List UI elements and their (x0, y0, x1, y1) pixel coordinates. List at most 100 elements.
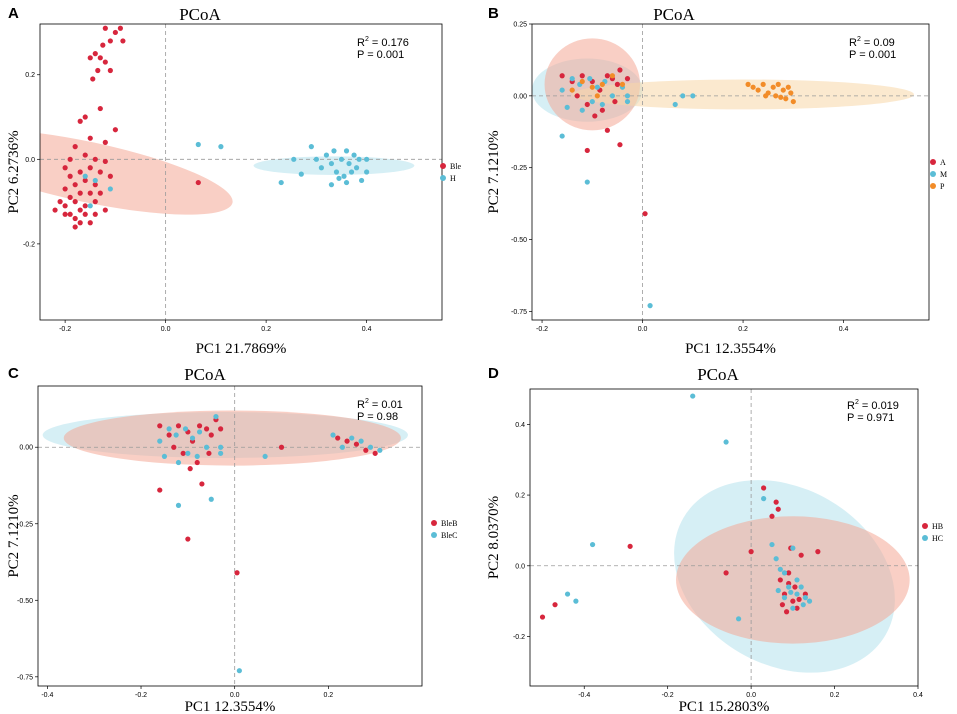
x-axis-label: PC1 15.2803% (679, 699, 770, 714)
point-a (584, 147, 590, 154)
point-ble (77, 220, 83, 226)
x-tick-label: 0.0 (230, 692, 240, 699)
point-blec (157, 438, 163, 444)
point-h (328, 182, 335, 188)
y-tick-label: 0.2 (515, 493, 525, 500)
point-h (323, 152, 330, 158)
point-hc (589, 541, 596, 548)
y-tick-label: -0.75 (511, 309, 527, 316)
point-bleb (353, 441, 360, 447)
panel-d: D PCoA -0.4 -0.2 0.0 0.2 0.4 0.4 0.2 0.0 -0.2 PC1 1… (486, 365, 943, 714)
point-hb (786, 570, 792, 576)
point-ble (120, 38, 126, 44)
point-hb (723, 570, 729, 576)
point-ble (67, 194, 73, 200)
point-blec (330, 432, 336, 438)
point-m (680, 93, 686, 99)
legend-marker-bleb (431, 520, 437, 526)
y-tick-label: -0.2 (513, 634, 525, 641)
y-tick-label: 0.2 (25, 72, 35, 79)
point-ble (102, 139, 108, 145)
point-hc (788, 589, 794, 595)
point-h (353, 165, 360, 171)
point-a (614, 81, 621, 87)
point-p (599, 81, 605, 87)
point-hb (792, 584, 798, 590)
point-hc (802, 595, 808, 601)
point-blec (339, 444, 345, 450)
point-blec (175, 459, 182, 466)
point-h (218, 144, 224, 150)
x-axis-label: PC1 12.3554% (185, 699, 276, 714)
point-ble (112, 127, 118, 133)
legend-label: M (940, 170, 947, 179)
point-ble (97, 55, 103, 61)
y-tick-label: 0.00 (19, 445, 33, 452)
point-h (291, 156, 297, 162)
point-bleb (187, 466, 193, 472)
point-hc (769, 541, 775, 548)
point-a (584, 101, 590, 108)
plot-frame (39, 23, 443, 321)
point-a (604, 127, 610, 133)
point-bleb (218, 426, 224, 432)
point-p (745, 81, 751, 87)
point-h (346, 160, 352, 167)
point-hc (794, 591, 800, 597)
x-tick-label: 0.4 (362, 326, 372, 333)
x-tick-label: -0.2 (59, 326, 71, 333)
point-m (569, 76, 575, 82)
p-value-annotation: P = 0.001 (357, 49, 404, 61)
point-ble (117, 25, 123, 31)
confidence-ellipse-hb (676, 516, 910, 644)
point-blec (208, 496, 214, 502)
point-ble (57, 199, 63, 205)
point-ble (77, 118, 83, 124)
point-p (569, 87, 575, 93)
point-blec (175, 502, 182, 508)
point-hb (777, 577, 783, 583)
y-tick-label: 0.0 (515, 563, 525, 570)
x-tick-label: 0.2 (261, 326, 271, 333)
point-ble (82, 152, 88, 158)
point-a (612, 98, 618, 105)
point-m (559, 87, 565, 93)
point-ble (97, 190, 103, 196)
point-h (318, 165, 324, 171)
point-ble (67, 173, 73, 179)
legend-marker-hc (922, 535, 928, 541)
point-hc (781, 570, 788, 576)
point-hc (573, 598, 579, 604)
point-blec (349, 435, 355, 441)
point-ble (92, 51, 98, 57)
point-p (589, 84, 595, 90)
point-ble (92, 211, 98, 217)
point-ble (87, 55, 93, 61)
y-tick-label: -0.2 (23, 241, 35, 248)
y-tick-label: -0.25 (17, 521, 33, 528)
point-p (750, 84, 756, 90)
point-m (672, 101, 678, 108)
x-tick-label: -0.2 (135, 692, 147, 699)
point-ble (92, 199, 98, 205)
p-value-annotation: P = 0.98 (357, 411, 398, 423)
point-a (617, 142, 623, 148)
y-tick-label: 0.25 (513, 22, 527, 29)
point-m (624, 98, 631, 105)
point-p (783, 96, 789, 102)
point-hb (627, 543, 633, 549)
point-ble (72, 215, 78, 222)
panel-letter: B (488, 5, 499, 22)
x-tick-label: 0.2 (830, 692, 840, 699)
panel-b: B PCoA -0.2 0.0 0.2 0.4 0.25 0.00 -0.25 -0.50 -0.7… (486, 5, 947, 357)
point-hb (773, 499, 779, 505)
point-hb (775, 506, 781, 512)
confidence-ellipse-p (572, 79, 914, 110)
point-h (107, 186, 113, 192)
point-h (87, 203, 93, 209)
legend-marker-h (440, 175, 446, 181)
y-tick-label: -0.50 (511, 237, 527, 244)
point-m (589, 98, 595, 105)
point-hb (815, 549, 821, 555)
point-m (599, 101, 605, 108)
